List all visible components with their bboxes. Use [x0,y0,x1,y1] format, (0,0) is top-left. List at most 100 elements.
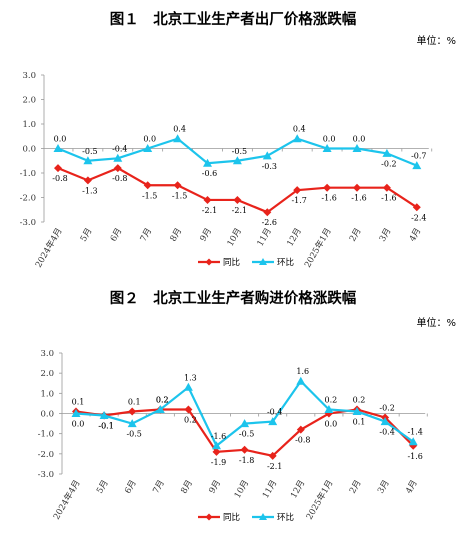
chart-2-mom-data-label: -1.6 [211,432,226,441]
chart-2-mom-data-label: 1.3 [184,373,197,382]
chart-1-mom-data-label: -0.2 [381,159,396,168]
chart-1-mom-point [83,156,93,165]
chart-2-title: 图２ 北京工业生产者购进价格涨跌幅 [109,290,357,307]
chart-1-yoy-data-label: -1.7 [291,196,306,205]
chart-1-mom-data-label: 0.4 [173,125,186,134]
chart-2-yoy-point [156,405,165,414]
chart-2-mom-point [183,382,193,391]
chart-1-x-tick-label: 5月 [79,227,95,244]
chart-2-mom-data-label: 0.0 [72,420,85,429]
chart-2-x-tick-label: 2月 [348,479,364,496]
chart-2-yoy-data-label: 0.2 [156,395,169,404]
chart-1-mom-data-label: -0.4 [112,144,127,153]
chart-2-mom-data-label: 1.6 [296,367,309,376]
chart-2-yoy-data-label: 0.2 [353,395,366,404]
chart-2-x-tick-label: 2025年1月 [304,478,336,522]
chart-1-x-tick-label: 2月 [348,227,364,244]
chart-1-yoy-point [293,186,302,195]
chart-1-mom-data-label: -0.5 [232,147,247,156]
chart-2-mom-point [324,404,334,413]
chart-1-yoy-data-label: -2.4 [411,213,426,222]
chart-2-yoy-point [381,413,390,422]
chart-1-y-tick-label: -3.0 [20,218,36,228]
chart-2-mom-point [99,411,109,420]
chart-1-y-tick-label: 0.0 [22,145,36,155]
chart-1-yoy-data-label: -0.8 [52,174,67,183]
chart-2-unit: 单位：% [416,318,456,329]
chart-2-yoy-data-label: -1.6 [407,452,422,461]
chart-1-x-tick-label: 3月 [378,227,394,244]
chart-1-y-tick-label: -1.0 [20,169,36,179]
chart-1-mom-data-label: -0.7 [411,152,426,161]
chart-2-mom-point [155,404,165,413]
chart-2-mom-point [212,441,221,450]
chart-2-mom-point [240,419,250,428]
chart-1-mom-point [262,151,272,160]
chart-1-yoy-point [173,181,182,190]
chart-1-yoy-point [323,183,332,192]
chart-2-mom-point [127,419,137,428]
chart-1-y-tick-label: 3.0 [22,71,36,81]
chart-1-yoy-point [382,183,391,192]
chart-1-x-tick-label: 7月 [139,227,155,244]
chart-2-yoy-point [353,405,361,414]
chart-1-yoy-data-label: -0.8 [112,174,127,183]
chart-2-mom-point [352,406,362,415]
chart-1-x-tick-label: 9月 [198,227,214,244]
chart-2-mom-data-label: -0.1 [98,422,113,431]
chart-2-x-tick-label: 8月 [179,479,195,496]
chart-2-yoy-point [72,407,80,416]
chart-1-mom-point [143,144,153,152]
chart-2-x-tick-label: 4月 [404,479,420,496]
chart-1-legend-label: 同比 [223,257,240,268]
chart-1-legend-label: 环比 [277,257,294,268]
chart-1-y-tick-label: -2.0 [20,194,36,204]
chart-1-y-tick-label: 1.0 [22,120,36,130]
chart-2-legend-marker [205,513,213,521]
chart-1-yoy-data-label: -1.6 [351,194,366,203]
chart-1-yoy-point [143,181,152,190]
chart-2-yoy-point [184,405,193,414]
chart-2-yoy-point [100,411,109,420]
chart-1-mom-point [352,144,362,152]
chart-1-mom-data-label: -0.5 [82,147,97,156]
chart-2-yoy-point [268,451,277,460]
chart-2-series-yoy-line [75,408,414,458]
chart-1-yoy-point [83,176,92,185]
chart-2-x-tick-label: 2024年4月 [51,478,83,522]
chart-1-mom-point [382,148,392,157]
chart-2-x-tick-label: 9月 [207,479,223,496]
chart-1-mom-data-label: 0.0 [323,135,336,144]
chart-1-x-tick-label: 2025年1月 [302,226,334,270]
chart-2-yoy-data-label: -1.8 [239,456,254,465]
chart-2-x-tick-label: 3月 [376,479,392,496]
chart-1-yoy-point [263,208,272,217]
chart-1-y-tick-label: 2.0 [22,96,36,106]
chart-2-yoy-point [212,447,221,456]
chart-1-mom-data-label: 0.0 [54,135,67,144]
chart-1-x-tick-label: 6月 [109,227,125,244]
chart-1-mom-point [412,161,422,170]
chart-2-yoy-data-label: 0.0 [325,420,338,429]
chart-1-mom-data-label: 0.0 [143,135,156,144]
chart-2-mom-data-label: -0.5 [126,430,141,439]
chart-1-unit: 单位：% [416,36,456,47]
chart-1-x-tick-label: 11月 [256,227,274,249]
chart-2-yoy-data-label: -0.8 [295,436,310,445]
chart-1-mom-data-label: -0.3 [262,162,277,171]
chart-2-yoy-data-label: -0.1 [98,422,113,431]
chart-1-mom-point [232,156,242,165]
chart-2-mom-point [408,437,418,446]
chart-1-mom-point [53,144,63,152]
chart-1-yoy-data-label: -1.6 [321,194,336,203]
chart-2-mom-data-label: -0.4 [267,408,282,417]
chart-1-mom-point [113,153,123,162]
chart-1-legend-marker [205,258,213,266]
chart-2-yoy-data-label: 0.2 [184,415,197,424]
chart-2-yoy-point [409,441,418,450]
chart-1-yoy-point [54,164,62,173]
chart-2-y-tick-label: -2.0 [38,450,54,460]
chart-2-yoy-point [128,407,137,416]
chart-1-x-tick-label: 10月 [226,227,244,249]
